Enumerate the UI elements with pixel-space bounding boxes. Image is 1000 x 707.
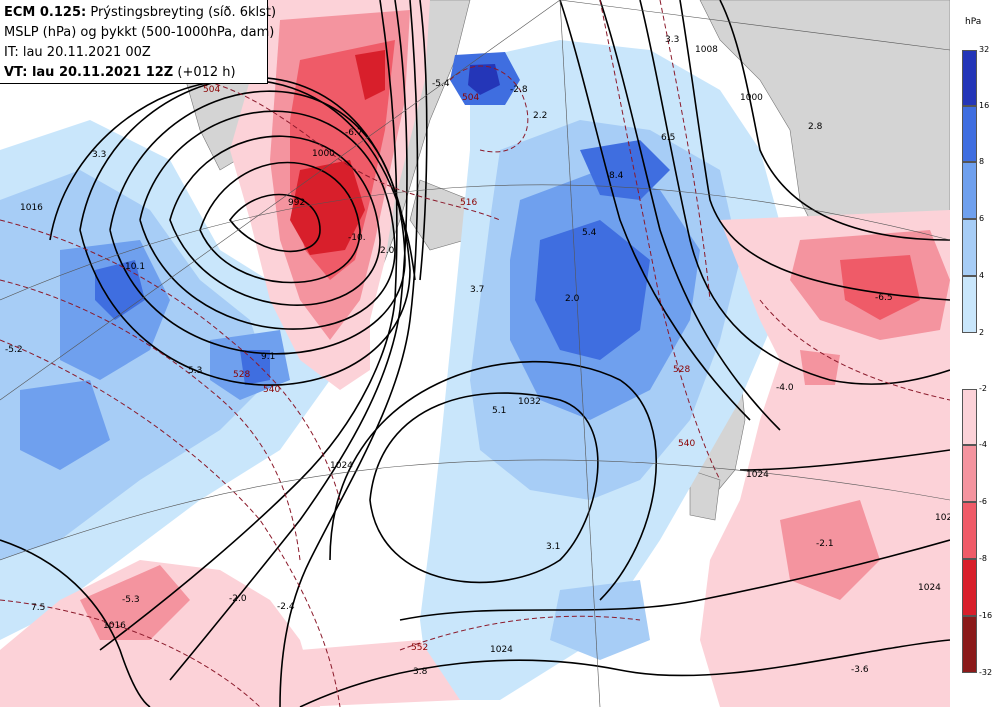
svg-text:-5.2: -5.2 (5, 345, 23, 355)
legend-unit: hPa (965, 17, 982, 27)
svg-text:-2.1: -2.1 (816, 539, 834, 549)
color-legend: hPa 32 16 8 6 4 2 -2 -4 -6 -8 -16 -32 (955, 0, 1000, 707)
svg-text:5.4: 5.4 (582, 228, 597, 238)
pressure-fall-shading (0, 0, 950, 707)
svg-text:3.8: 3.8 (413, 667, 428, 677)
valid-time-label: VT: lau 20.11.2021 12Z (4, 65, 174, 80)
legend-tick: -4 (979, 440, 987, 449)
weather-map: -5.4 -2.8 2.2 3.3 2.8 6.5 8.4 5.4 -6.7 -… (0, 0, 950, 707)
svg-text:7.5: 7.5 (31, 603, 45, 613)
svg-text:-4.0: -4.0 (776, 383, 794, 393)
thickness-lines (0, 0, 950, 707)
svg-text:-5.3: -5.3 (122, 595, 140, 605)
header-fields-line: MSLP (hPa) og þykkt (500-1000hPa, dam) (4, 25, 275, 40)
svg-text:1008: 1008 (695, 45, 718, 55)
svg-text:-6.7: -6.7 (345, 128, 363, 138)
svg-text:-6.5: -6.5 (875, 293, 893, 303)
svg-text:2.0: 2.0 (565, 294, 580, 304)
legend-tick: 6 (979, 214, 985, 223)
legend-tick: 8 (979, 157, 985, 166)
svg-text:-10.: -10. (348, 233, 366, 243)
isobars (0, 0, 950, 707)
svg-text:540: 540 (678, 439, 695, 449)
svg-text:528: 528 (233, 370, 250, 380)
svg-text:540: 540 (263, 385, 280, 395)
svg-text:-3.6: -3.6 (851, 665, 869, 675)
svg-text:1000: 1000 (312, 149, 335, 159)
svg-text:10.1: 10.1 (125, 262, 145, 272)
svg-text:516: 516 (460, 198, 477, 208)
svg-text:-2.4: -2.4 (277, 602, 295, 612)
svg-text:6.5: 6.5 (661, 133, 675, 143)
legend-swatch-fall-2 (962, 445, 977, 502)
svg-text:992: 992 (288, 198, 305, 208)
svg-text:1024: 1024 (935, 513, 950, 523)
svg-text:1016: 1016 (103, 621, 126, 631)
header-title-line: ECM 0.125: Prýstingsbreyting (síð. 6klst… (4, 3, 276, 23)
svg-text:1032: 1032 (518, 397, 541, 407)
svg-text:528: 528 (673, 365, 690, 375)
legend-swatch-fall-1 (962, 389, 977, 445)
legend-swatch-fall-4 (962, 559, 977, 616)
legend-tick: -8 (979, 554, 987, 563)
legend-swatch-rise-2 (962, 106, 977, 162)
legend-swatch-fall-5 (962, 616, 977, 673)
svg-text:3.3: 3.3 (92, 150, 106, 160)
legend-swatch-rise-1 (962, 50, 977, 106)
legend-tick: -2 (979, 384, 987, 393)
svg-text:3.7: 3.7 (470, 285, 484, 295)
map-labels: -5.4 -2.8 2.2 3.3 2.8 6.5 8.4 5.4 -6.7 -… (5, 35, 950, 677)
svg-text:5.1: 5.1 (492, 406, 506, 416)
svg-text:5.3: 5.3 (188, 366, 202, 376)
legend-tick: 16 (979, 101, 990, 110)
svg-text:2.0: 2.0 (380, 246, 395, 256)
legend-swatch-rise-4 (962, 219, 977, 276)
svg-text:1016: 1016 (20, 203, 43, 213)
legend-tick: -16 (979, 611, 993, 620)
graticule (0, 0, 950, 707)
svg-text:-5.4: -5.4 (432, 79, 450, 89)
svg-text:1024: 1024 (490, 645, 513, 655)
legend-tick: -6 (979, 497, 987, 506)
legend-tick: 32 (979, 45, 990, 54)
svg-text:2.8: 2.8 (808, 122, 823, 132)
svg-text:-2.8: -2.8 (510, 85, 528, 95)
model-name: ECM 0.125: (4, 5, 87, 20)
forecast-step: (+012 h) (173, 65, 236, 80)
legend-swatch-rise-5 (962, 276, 977, 333)
legend-tick: 2 (979, 328, 985, 337)
svg-text:-2.0: -2.0 (229, 594, 247, 604)
map-header: ECM 0.125: Prýstingsbreyting (síð. 6klst… (0, 0, 276, 84)
svg-text:3.3: 3.3 (665, 35, 679, 45)
svg-text:504: 504 (462, 93, 479, 103)
svg-text:552: 552 (411, 643, 428, 653)
legend-tick: 4 (979, 271, 985, 280)
header-valid-time: VT: lau 20.11.2021 12Z (+012 h) (4, 63, 263, 83)
svg-text:9.1: 9.1 (261, 352, 275, 362)
svg-text:1024: 1024 (746, 470, 769, 480)
legend-tick: -32 (979, 668, 993, 677)
product-title: Prýstingsbreyting (síð. 6klst) (86, 5, 277, 20)
svg-text:1000: 1000 (740, 93, 763, 103)
svg-text:1024: 1024 (918, 583, 941, 593)
svg-text:8.4: 8.4 (609, 171, 624, 181)
svg-text:2.2: 2.2 (533, 111, 547, 121)
svg-text:1024: 1024 (330, 461, 353, 471)
legend-swatch-rise-3 (962, 162, 977, 219)
legend-swatch-fall-3 (962, 502, 977, 559)
svg-text:3.1: 3.1 (546, 542, 560, 552)
header-init-time: IT: lau 20.11.2021 00Z (4, 45, 151, 60)
svg-text:504: 504 (203, 85, 220, 95)
